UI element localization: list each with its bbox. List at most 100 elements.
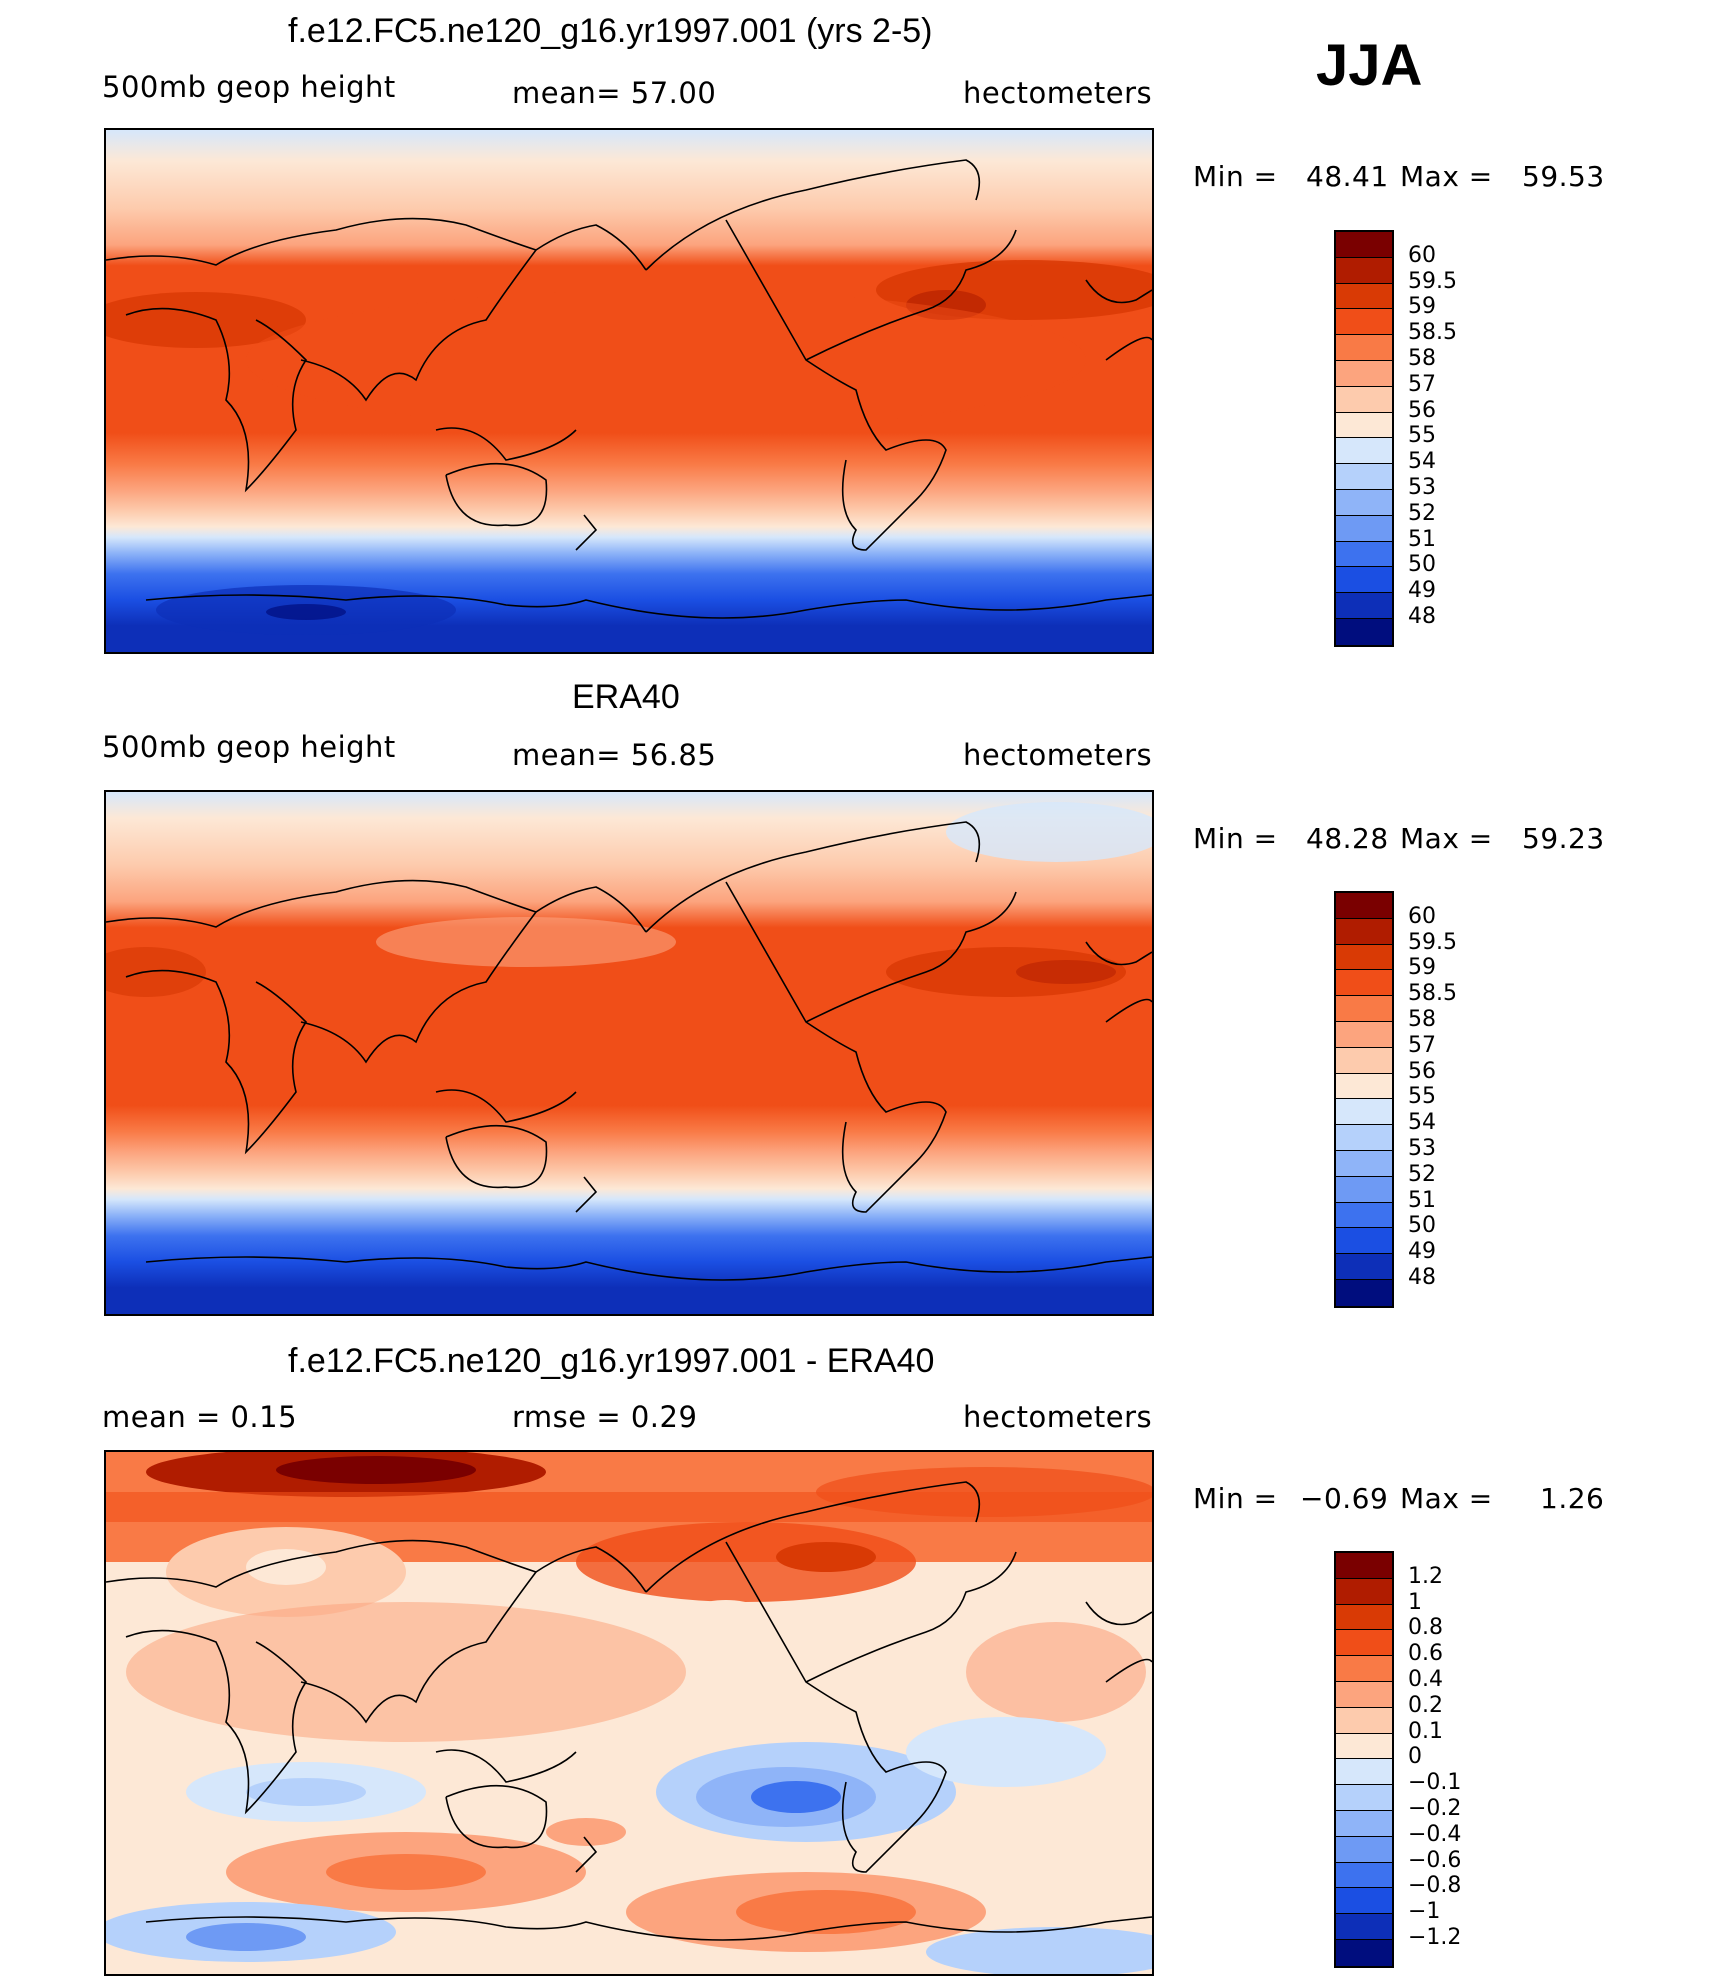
panel1-min-label: Min =	[1193, 160, 1278, 193]
colorbar-tick-label: 59	[1408, 294, 1436, 320]
colorbar-swatch	[1336, 1630, 1392, 1657]
colorbar-tick-label: 52	[1408, 500, 1436, 526]
panel2-mean-label: mean= 56.85	[512, 738, 717, 772]
colorbar-tick-label: 58	[1408, 1007, 1436, 1032]
panel1-colorbar	[1334, 230, 1394, 647]
colorbar-swatch	[1336, 1254, 1392, 1280]
panel1-map	[104, 128, 1154, 654]
colorbar-tick-label: 56	[1408, 397, 1436, 423]
panel3-colorbar	[1334, 1551, 1394, 1968]
panel3-min-value: −0.69	[1300, 1482, 1389, 1515]
colorbar-tick-label: −0.8	[1408, 1873, 1462, 1899]
colorbar-tick-label: −0.6	[1408, 1847, 1462, 1873]
colorbar-swatch	[1336, 1021, 1392, 1048]
panel1-variable-label: 500mb geop height	[102, 70, 396, 104]
colorbar-tick-label: −0.2	[1408, 1796, 1462, 1821]
colorbar-swatch	[1336, 893, 1392, 919]
colorbar-swatch	[1336, 309, 1392, 336]
colorbar-tick-label: 59	[1408, 955, 1436, 981]
colorbar-swatch	[1336, 970, 1392, 997]
colorbar-swatch	[1336, 283, 1392, 310]
panel3-mean-label: mean = 0.15	[102, 1400, 298, 1434]
panel3-rmse-label: rmse = 0.29	[512, 1400, 698, 1434]
colorbar-tick-label: 54	[1408, 1110, 1436, 1136]
colorbar-tick-label: 0.2	[1408, 1692, 1443, 1718]
colorbar-tick-label: 51	[1408, 1187, 1436, 1213]
colorbar-tick-label: 60	[1408, 242, 1436, 268]
colorbar-swatch	[1336, 1047, 1392, 1074]
panel2-map-svg	[106, 792, 1152, 1314]
season-label: JJA	[1316, 33, 1423, 98]
colorbar-tick-label: 56	[1408, 1058, 1436, 1084]
colorbar-tick-label: 1	[1408, 1589, 1422, 1615]
colorbar-tick-label: −1	[1408, 1899, 1441, 1925]
colorbar-tick-label: 48	[1408, 1265, 1436, 1290]
colorbar-swatch	[1336, 386, 1392, 413]
colorbar-tick-label: 54	[1408, 449, 1436, 475]
colorbar-tick-label: 59.5	[1408, 929, 1457, 955]
panel3-min-label: Min =	[1193, 1482, 1278, 1515]
colorbar-tick-label: 53	[1408, 475, 1436, 500]
panel1-coastlines	[106, 159, 1152, 619]
panel3-title: f.e12.FC5.ne120_g16.yr1997.001 - ERA40	[288, 1342, 935, 1380]
colorbar-swatch	[1336, 1073, 1392, 1100]
panel3-coastlines	[106, 1481, 1152, 1941]
colorbar-swatch	[1336, 1681, 1392, 1708]
colorbar-swatch	[1336, 1733, 1392, 1760]
colorbar-swatch	[1336, 567, 1392, 594]
panel2-max-value: 59.23	[1522, 822, 1605, 855]
colorbar-tick-label: 51	[1408, 526, 1436, 552]
panel2-variable-label: 500mb geop height	[102, 730, 396, 764]
panel2-map	[104, 790, 1154, 1316]
colorbar-swatch	[1336, 489, 1392, 516]
panel2-coastlines	[106, 821, 1152, 1281]
colorbar-swatch	[1336, 1862, 1392, 1889]
colorbar-swatch	[1336, 438, 1392, 465]
colorbar-swatch	[1336, 515, 1392, 542]
colorbar-tick-label: 60	[1408, 903, 1436, 929]
colorbar-swatch	[1336, 1759, 1392, 1786]
colorbar-tick-label: 57	[1408, 1032, 1436, 1058]
panel1-mean-label: mean= 57.00	[512, 76, 717, 110]
colorbar-tick-label: 49	[1408, 578, 1436, 604]
colorbar-swatch	[1336, 412, 1392, 439]
panel2-min-label: Min =	[1193, 822, 1278, 855]
colorbar-swatch	[1336, 1099, 1392, 1126]
colorbar-tick-label: 57	[1408, 371, 1436, 397]
panel3-units-label: hectometers	[963, 1400, 1153, 1434]
colorbar-swatch	[1336, 1656, 1392, 1682]
panel1-units-label: hectometers	[963, 76, 1153, 110]
colorbar-swatch	[1336, 1228, 1392, 1255]
colorbar-swatch	[1336, 232, 1392, 258]
colorbar-tick-label: −0.1	[1408, 1770, 1462, 1796]
colorbar-swatch	[1336, 1279, 1392, 1306]
colorbar-tick-label: 0.8	[1408, 1615, 1443, 1641]
colorbar-tick-label: 58	[1408, 346, 1436, 371]
colorbar-tick-label: 0.4	[1408, 1667, 1443, 1692]
colorbar-swatch	[1336, 1202, 1392, 1229]
panel1-min-value: 48.41	[1306, 160, 1389, 193]
colorbar-swatch	[1336, 618, 1392, 645]
panel1-title: f.e12.FC5.ne120_g16.yr1997.001 (yrs 2-5)	[288, 12, 933, 50]
colorbar-swatch	[1336, 464, 1392, 490]
colorbar-swatch	[1336, 1125, 1392, 1151]
colorbar-swatch	[1336, 918, 1392, 945]
panel2-title: ERA40	[572, 678, 680, 716]
colorbar-tick-label: −1.2	[1408, 1925, 1462, 1950]
colorbar-tick-label: 55	[1408, 1084, 1436, 1110]
colorbar-swatch	[1336, 1888, 1392, 1915]
colorbar-tick-label: 49	[1408, 1239, 1436, 1265]
colorbar-tick-label: 50	[1408, 552, 1436, 578]
panel2-colorbar	[1334, 891, 1394, 1308]
colorbar-swatch	[1336, 1150, 1392, 1177]
colorbar-tick-label: 0.1	[1408, 1718, 1443, 1744]
panel3-map-svg	[106, 1452, 1152, 1974]
colorbar-swatch	[1336, 1914, 1392, 1940]
panel2-min-value: 48.28	[1306, 822, 1389, 855]
colorbar-tick-label: 58.5	[1408, 981, 1457, 1007]
colorbar-tick-label: 48	[1408, 604, 1436, 629]
colorbar-swatch	[1336, 1785, 1392, 1811]
colorbar-swatch	[1336, 996, 1392, 1022]
colorbar-tick-label: 50	[1408, 1213, 1436, 1239]
colorbar-swatch	[1336, 1578, 1392, 1605]
